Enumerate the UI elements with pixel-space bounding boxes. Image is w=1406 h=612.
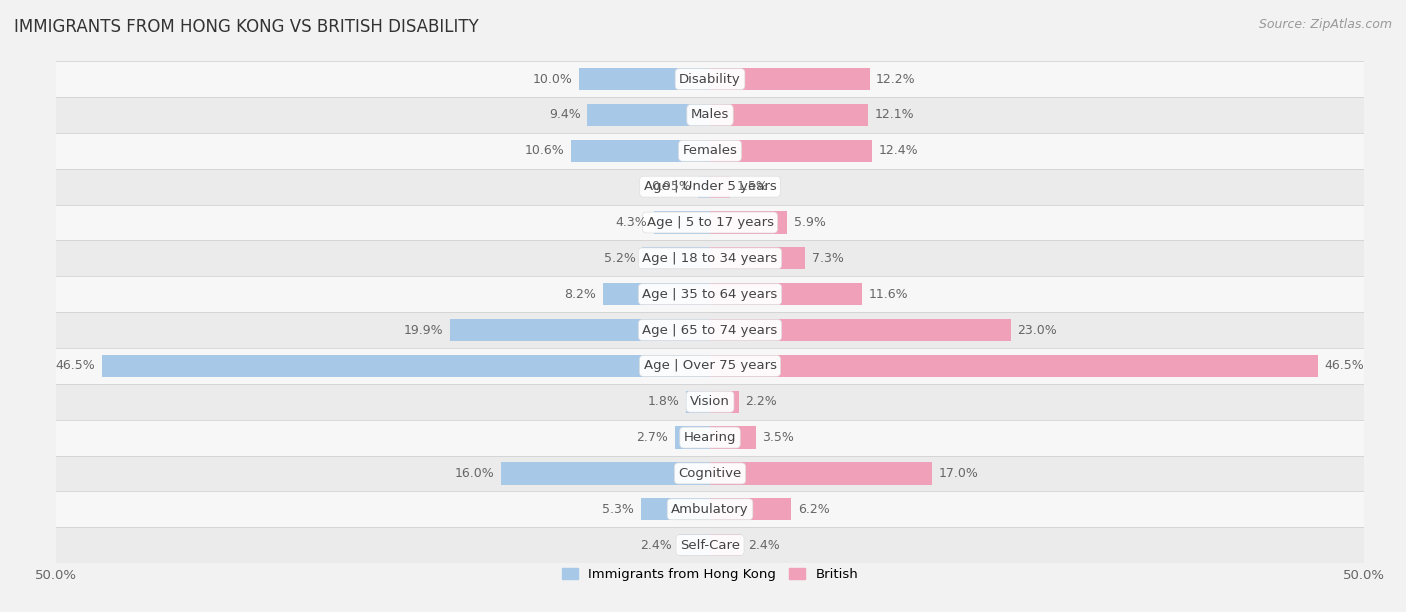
Bar <box>710 498 792 520</box>
Bar <box>654 211 710 234</box>
Bar <box>56 276 1364 312</box>
Text: 5.3%: 5.3% <box>602 503 634 516</box>
Bar <box>56 241 1364 276</box>
Text: Age | 5 to 17 years: Age | 5 to 17 years <box>647 216 773 229</box>
Text: 9.4%: 9.4% <box>548 108 581 121</box>
Bar <box>679 534 710 556</box>
Bar <box>571 140 710 162</box>
Bar <box>710 247 806 269</box>
Bar <box>641 498 710 520</box>
Text: IMMIGRANTS FROM HONG KONG VS BRITISH DISABILITY: IMMIGRANTS FROM HONG KONG VS BRITISH DIS… <box>14 18 479 36</box>
Text: Disability: Disability <box>679 73 741 86</box>
Text: 16.0%: 16.0% <box>454 467 495 480</box>
Text: 7.3%: 7.3% <box>813 252 844 265</box>
Text: Source: ZipAtlas.com: Source: ZipAtlas.com <box>1258 18 1392 31</box>
Text: Age | 35 to 64 years: Age | 35 to 64 years <box>643 288 778 300</box>
Bar <box>710 462 932 485</box>
Text: 46.5%: 46.5% <box>1324 359 1364 372</box>
Bar <box>710 283 862 305</box>
Text: 3.5%: 3.5% <box>762 431 794 444</box>
Bar <box>588 104 710 126</box>
Bar <box>710 104 869 126</box>
Legend: Immigrants from Hong Kong, British: Immigrants from Hong Kong, British <box>557 563 863 586</box>
Bar <box>56 204 1364 241</box>
Text: 0.95%: 0.95% <box>651 180 692 193</box>
Bar <box>710 355 1317 377</box>
Text: 2.2%: 2.2% <box>745 395 778 408</box>
Bar <box>103 355 710 377</box>
Bar <box>710 68 869 90</box>
Text: 2.4%: 2.4% <box>640 539 672 551</box>
Bar <box>686 390 710 413</box>
Text: 11.6%: 11.6% <box>869 288 908 300</box>
Text: 10.0%: 10.0% <box>533 73 572 86</box>
Text: Males: Males <box>690 108 730 121</box>
Bar <box>56 420 1364 455</box>
Text: 19.9%: 19.9% <box>404 324 443 337</box>
Text: Age | 18 to 34 years: Age | 18 to 34 years <box>643 252 778 265</box>
Text: 12.1%: 12.1% <box>875 108 914 121</box>
Text: Females: Females <box>682 144 738 157</box>
Bar <box>56 455 1364 491</box>
Text: 1.8%: 1.8% <box>648 395 681 408</box>
Bar <box>675 427 710 449</box>
Bar <box>56 348 1364 384</box>
Bar <box>501 462 710 485</box>
Bar <box>710 176 730 198</box>
Bar <box>56 491 1364 527</box>
Bar <box>710 211 787 234</box>
Bar <box>603 283 710 305</box>
Bar <box>56 169 1364 204</box>
Text: Cognitive: Cognitive <box>679 467 741 480</box>
Bar <box>56 97 1364 133</box>
Bar <box>697 176 710 198</box>
Bar <box>56 312 1364 348</box>
Bar <box>710 390 738 413</box>
Text: 12.4%: 12.4% <box>879 144 918 157</box>
Bar <box>710 319 1011 341</box>
Text: Age | Over 75 years: Age | Over 75 years <box>644 359 776 372</box>
Text: 6.2%: 6.2% <box>797 503 830 516</box>
Bar <box>56 527 1364 563</box>
Text: Hearing: Hearing <box>683 431 737 444</box>
Text: 5.2%: 5.2% <box>603 252 636 265</box>
Text: 5.9%: 5.9% <box>794 216 825 229</box>
Text: Age | 65 to 74 years: Age | 65 to 74 years <box>643 324 778 337</box>
Text: 12.2%: 12.2% <box>876 73 915 86</box>
Text: 46.5%: 46.5% <box>56 359 96 372</box>
Bar <box>710 140 872 162</box>
Text: Vision: Vision <box>690 395 730 408</box>
Text: 10.6%: 10.6% <box>524 144 565 157</box>
Bar <box>710 534 741 556</box>
Text: 4.3%: 4.3% <box>616 216 647 229</box>
Text: Age | Under 5 years: Age | Under 5 years <box>644 180 776 193</box>
Bar <box>579 68 710 90</box>
Bar <box>450 319 710 341</box>
Text: 8.2%: 8.2% <box>564 288 596 300</box>
Text: 1.5%: 1.5% <box>737 180 768 193</box>
Text: Self-Care: Self-Care <box>681 539 740 551</box>
Text: 2.7%: 2.7% <box>637 431 668 444</box>
Bar <box>56 384 1364 420</box>
Bar <box>643 247 710 269</box>
Bar <box>56 133 1364 169</box>
Bar <box>710 427 756 449</box>
Bar <box>56 61 1364 97</box>
Text: 17.0%: 17.0% <box>939 467 979 480</box>
Text: Ambulatory: Ambulatory <box>671 503 749 516</box>
Text: 2.4%: 2.4% <box>748 539 780 551</box>
Text: 23.0%: 23.0% <box>1018 324 1057 337</box>
